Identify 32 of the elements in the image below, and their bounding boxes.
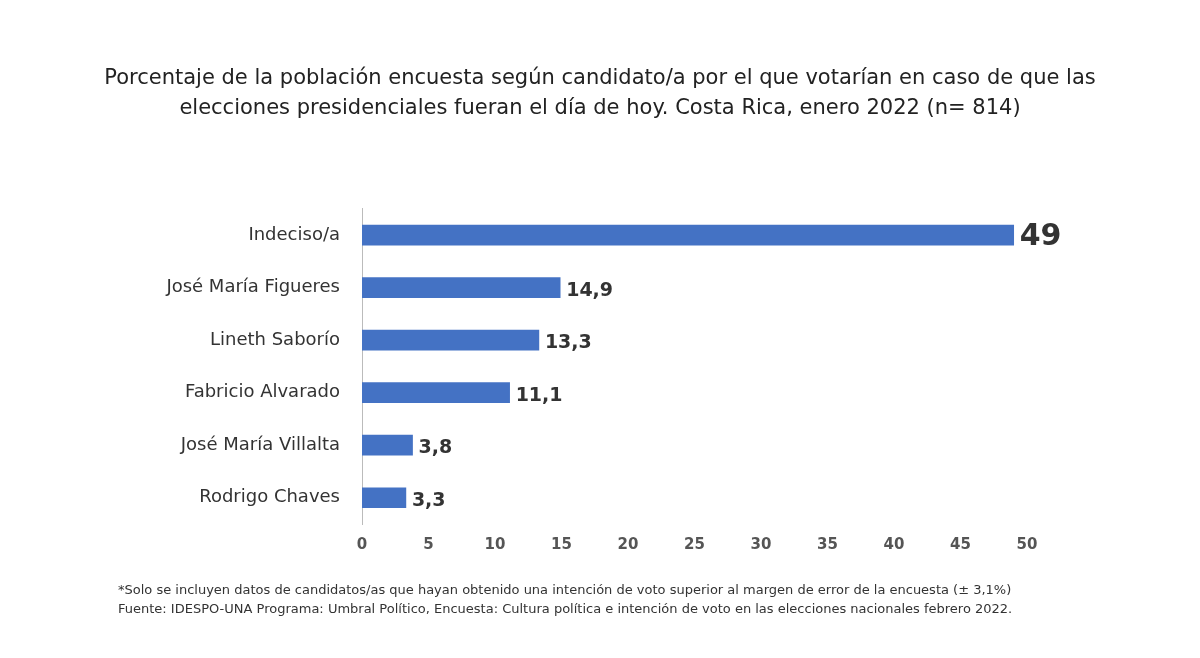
x-tick-label: 10: [484, 534, 506, 553]
bar: [362, 329, 540, 351]
data-label: 14,9: [566, 277, 614, 300]
x-tick-label: 35: [817, 534, 838, 553]
data-label: 13,3: [544, 330, 592, 353]
x-tick-label: 45: [950, 534, 971, 553]
y-tick-label: José María Figueres: [165, 275, 340, 297]
x-tick-label: 0: [356, 534, 368, 553]
x-tick-label: 40: [883, 534, 905, 553]
source-note: Fuente: IDESPO-UNA Programa: Umbral Político, Encuesta: Cultura política e intención de voto en las elecciones nacionales febrero 2022.: [118, 600, 1014, 618]
chart-title: Porcentaje de la población encuesta según candidato/a por el que votarían en caso de que las elecciones presidenciales fueran el día de hoy. Costa Rica, enero 2022 (n= 814): [103, 64, 1097, 121]
x-tick-label: 20: [617, 534, 639, 553]
bar: [362, 434, 413, 456]
bar: [362, 487, 407, 509]
y-tick-label: Rodrigo Chaves: [199, 485, 340, 507]
x-tick-label: 30: [750, 534, 772, 553]
y-tick-label: Indeciso/a: [248, 222, 340, 244]
x-tick-label: 25: [684, 534, 705, 553]
x-tick-label: 5: [423, 534, 434, 553]
text: *Solo se incluyen datos de candidatos/as que hayan obtenido una intención de voto superior al margen de error de la encuesta (± 3,1%): [118, 581, 1013, 599]
data-label: 49: [1019, 216, 1062, 252]
data-label: 3,3: [411, 487, 446, 510]
data-label: 11,1: [515, 382, 563, 405]
y-tick-label: Fabricio Alvarado: [184, 380, 340, 402]
x-tick-label: 50: [1016, 534, 1038, 553]
y-tick-label: Lineth Saborío: [209, 327, 340, 349]
bar: [362, 382, 510, 403]
y-tick-label: José María Villalta: [179, 432, 340, 454]
data-label: 3,8: [418, 435, 453, 458]
bar: [362, 224, 1015, 246]
x-tick-label: 15: [551, 534, 572, 553]
bar: [362, 277, 561, 298]
